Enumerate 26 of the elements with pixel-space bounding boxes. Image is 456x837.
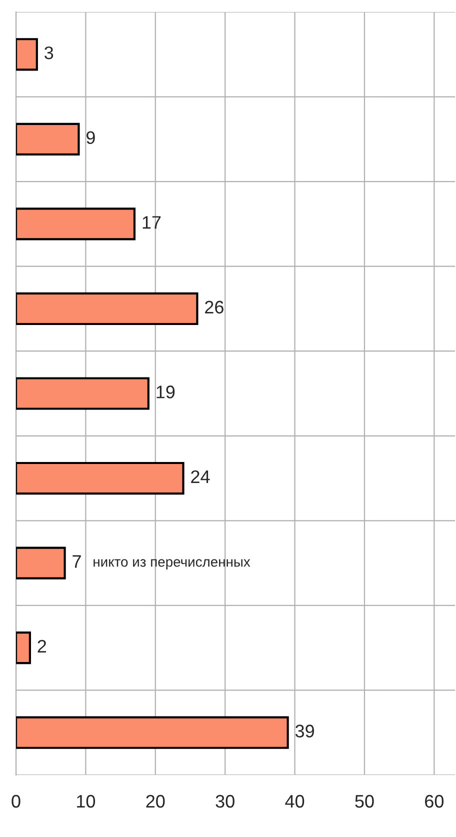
x-tick-label: 40	[285, 794, 304, 808]
data-label: 19	[156, 386, 175, 398]
data-label: 7	[72, 555, 81, 568]
x-tick-label: 20	[146, 794, 165, 808]
bar	[16, 122, 80, 156]
data-label: 39	[295, 724, 314, 738]
x-tick-label: 10	[77, 794, 96, 808]
bar	[16, 208, 136, 240]
bar	[16, 462, 184, 495]
data-label: 3	[44, 46, 54, 60]
bar	[16, 716, 289, 749]
x-tick-label: 60	[425, 794, 444, 808]
bar	[16, 546, 66, 580]
data-label: 24	[191, 470, 210, 483]
data-label: 17	[142, 216, 161, 229]
bar	[16, 292, 198, 326]
bar	[16, 38, 38, 71]
x-tick-label: 30	[216, 794, 234, 808]
x-tick-label: 0	[12, 794, 20, 808]
x-tick-label: 50	[355, 794, 374, 808]
data-label: 2	[38, 640, 46, 652]
data-label: 9	[86, 131, 95, 144]
bar	[16, 632, 31, 664]
annotation: никто из перечисленных	[94, 559, 250, 570]
bar	[16, 377, 150, 410]
data-label: 26	[205, 300, 224, 314]
